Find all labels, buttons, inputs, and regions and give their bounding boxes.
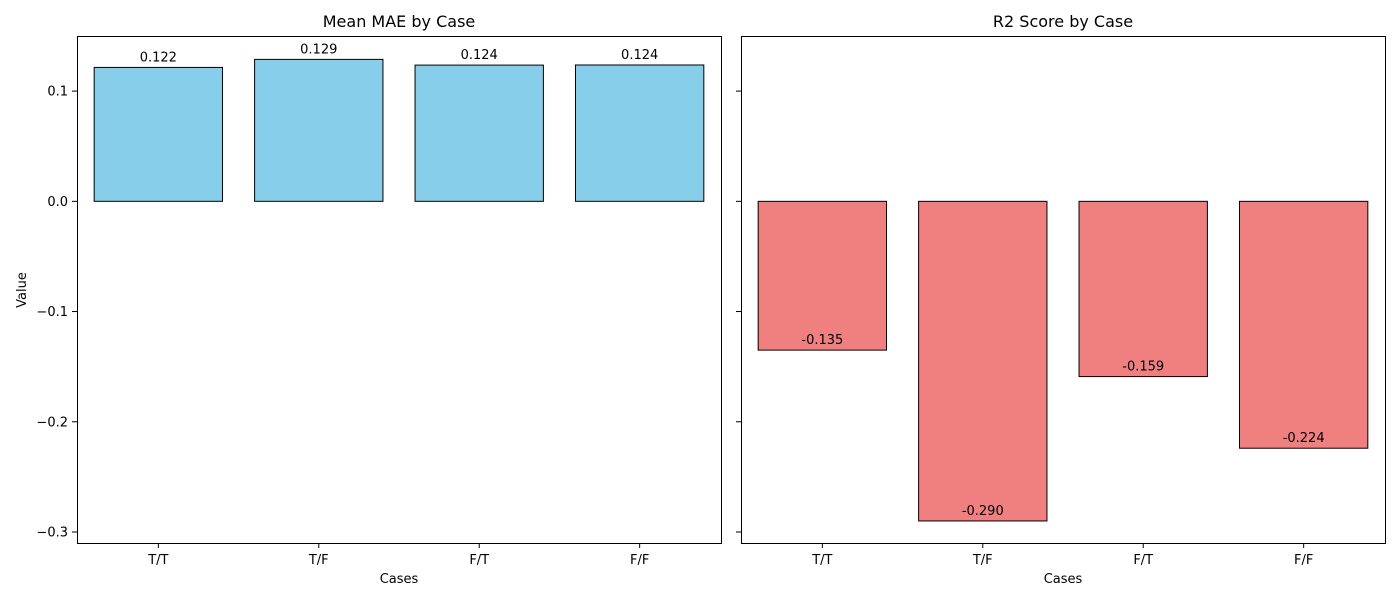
mae-y-axis: 0.1 0.0 −0.1 −0.2 −0.3: [36, 85, 77, 540]
mae-bar-value-label: 0.124: [461, 48, 498, 63]
mae-x-tick-label-f-t: F/T: [469, 553, 489, 568]
r2-plot-frame: [741, 36, 1386, 544]
mae-chart-panel: Mean MAE by Case 0.122 0.129 0.124 0.124 0.…: [15, 12, 722, 587]
mae-plot-frame: [77, 36, 722, 544]
mae-x-axis: T/T T/F F/T F/F: [147, 543, 649, 568]
mae-bar-labels: 0.122 0.129 0.124 0.124: [140, 42, 659, 65]
mae-y-tick-label: −0.3: [36, 525, 68, 540]
r2-y-axis: [736, 90, 741, 533]
r2-bar-value-label: -0.159: [1122, 360, 1164, 375]
mae-x-tick-label-t-t: T/T: [147, 553, 168, 568]
mae-y-tick-label: −0.2: [36, 415, 68, 430]
mae-x-axis-label: Cases: [380, 572, 419, 587]
r2-bar-value-label: -0.224: [1283, 431, 1325, 446]
r2-x-tick-label-f-f: F/F: [1294, 553, 1313, 568]
r2-bar-labels: -0.135 -0.290 -0.159 -0.224: [801, 333, 1324, 519]
r2-x-axis-label: Cases: [1044, 572, 1083, 587]
r2-chart-panel: R2 Score by Case -0.135 -0.290 -0.159 -0.22…: [736, 12, 1386, 587]
mae-y-tick-label: 0.1: [47, 85, 68, 100]
r2-x-axis: T/T T/F F/T F/F: [811, 543, 1313, 568]
r2-x-tick-label-t-t: T/T: [811, 553, 832, 568]
mae-bars: [93, 58, 705, 202]
r2-bar-t-f: [918, 200, 1048, 522]
mae-bar-value-label: 0.124: [621, 48, 658, 63]
mae-bar-t-f: [254, 58, 384, 202]
mae-y-tick-label: −0.1: [36, 305, 68, 320]
r2-bars: [757, 200, 1369, 522]
r2-bar-value-label: -0.290: [962, 504, 1004, 519]
mae-bar-value-label: 0.122: [140, 50, 177, 65]
mae-x-tick-label-t-f: T/F: [308, 553, 329, 568]
mae-bar-f-t: [414, 64, 544, 202]
mae-y-tick-label: 0.0: [47, 195, 68, 210]
mae-bar-t-t: [93, 66, 224, 202]
mae-bar-f-f: [574, 64, 705, 202]
mae-bar-value-label: 0.129: [300, 42, 337, 57]
r2-bar-value-label: -0.135: [801, 333, 843, 348]
r2-chart-title: R2 Score by Case: [993, 12, 1133, 31]
r2-x-tick-label-f-t: F/T: [1133, 553, 1153, 568]
r2-x-tick-label-t-f: T/F: [972, 553, 993, 568]
mae-x-tick-label-f-f: F/F: [630, 553, 649, 568]
r2-bar-f-t: [1078, 200, 1208, 378]
r2-bar-f-f: [1238, 200, 1369, 449]
r2-bar-t-t: [757, 200, 888, 351]
mae-chart-title: Mean MAE by Case: [323, 12, 476, 31]
mae-y-axis-label: Value: [15, 272, 30, 308]
